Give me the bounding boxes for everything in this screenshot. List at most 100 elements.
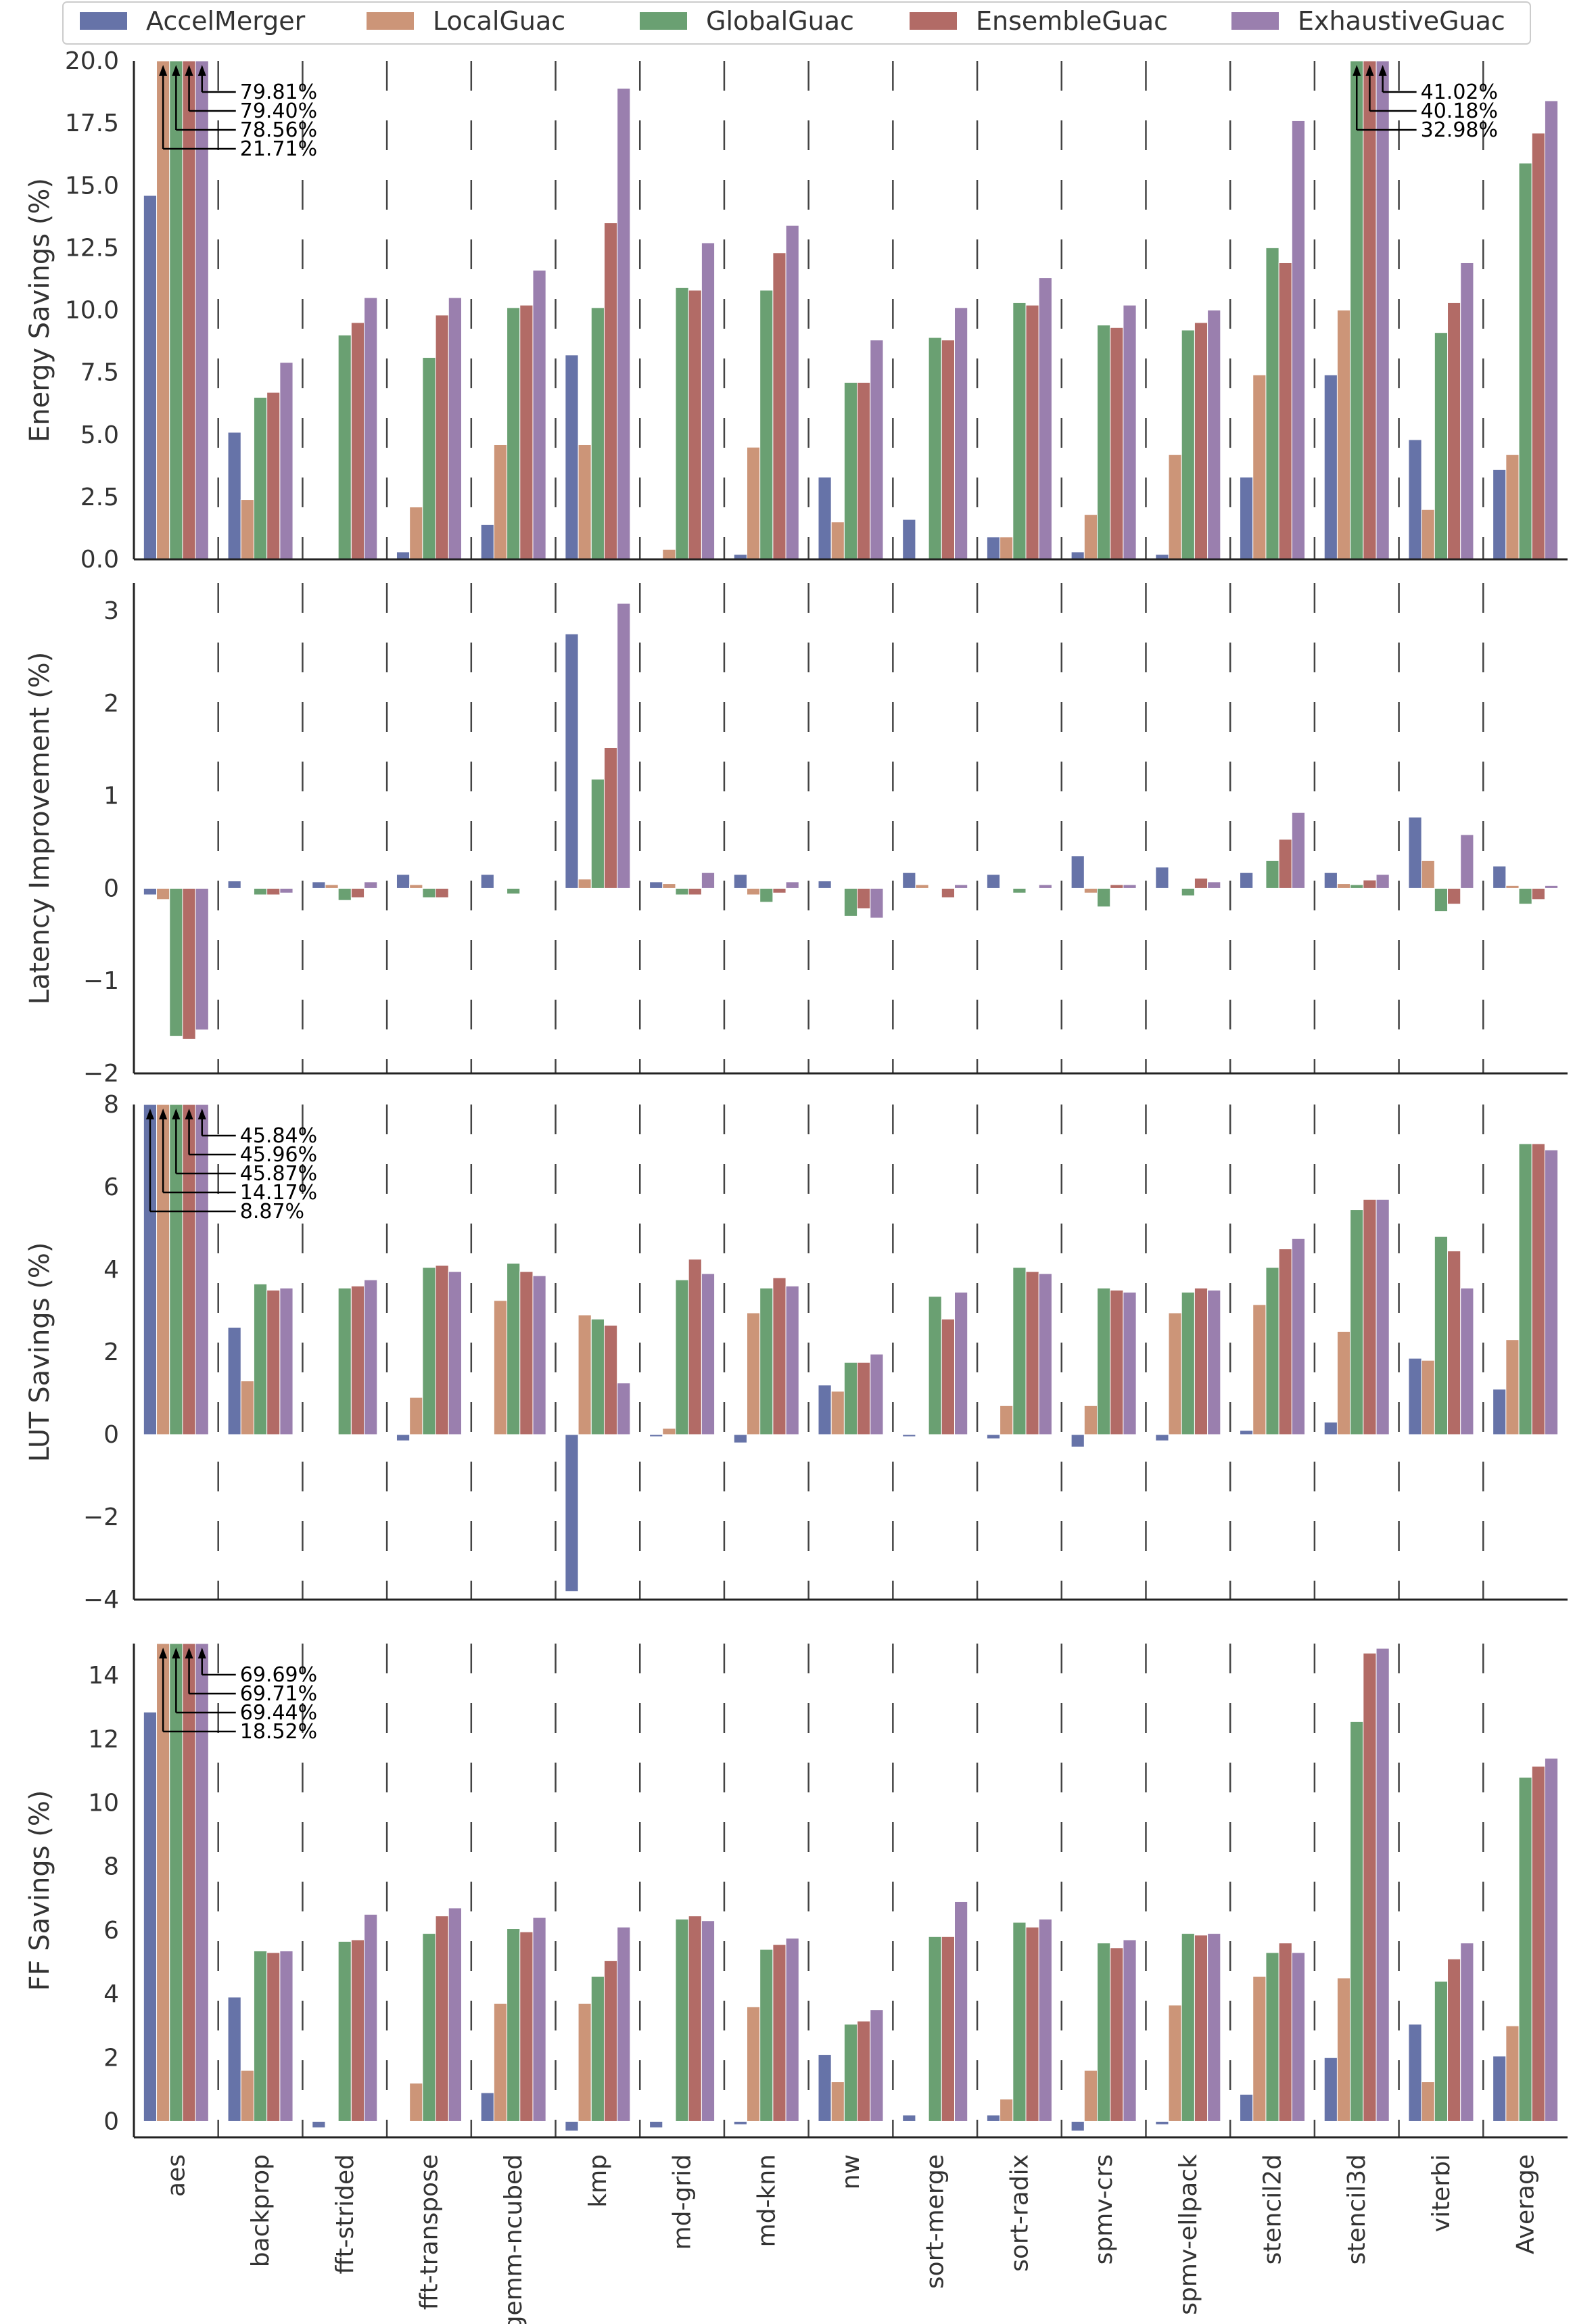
callout-label: 8.87% (240, 1200, 304, 1224)
callout-label: 45.96% (240, 1143, 317, 1167)
callout-arrowhead (172, 1648, 181, 1658)
bar-GlobalGuac-kmp (590, 307, 605, 560)
bar-EnsembleGuac-md-knn (772, 1277, 786, 1435)
bar-LocalGuac-md-grid (662, 549, 676, 560)
bar-ExhaustiveGuac-nw (870, 1353, 884, 1435)
callout-label: 18.52% (240, 1720, 317, 1744)
bar-AccelMerger-spmv-crs (1071, 551, 1085, 560)
bar-AccelMerger-spmv-ellpack (1155, 2120, 1169, 2125)
bar-ExhaustiveGuac-viterbi (1460, 834, 1474, 889)
bar-AccelMerger-Average (1492, 2055, 1507, 2122)
x-tick-label-stencil3d: stencil3d (1343, 2154, 1371, 2264)
bar-LocalGuac-stencil3d (1336, 1331, 1351, 1435)
bar-GlobalGuac-spmv-crs (1097, 1943, 1111, 2122)
bar-ExhaustiveGuac-fft-strided (364, 1279, 378, 1435)
bar-EnsembleGuac-aes (182, 1643, 196, 2122)
bar-LocalGuac-md-grid (662, 883, 676, 889)
bar-EnsembleGuac-sort-radix (1025, 1271, 1039, 1435)
bar-EnsembleGuac-viterbi (1447, 1958, 1461, 2122)
bar-LocalGuac-stencil3d (1336, 883, 1351, 889)
bar-AccelMerger-spmv-crs (1071, 2120, 1085, 2132)
y-tick-label: 0 (103, 875, 119, 902)
bar-AccelMerger-nw (818, 2054, 832, 2122)
bar-GlobalGuac-stencil2d (1265, 1952, 1279, 2122)
x-tick-label-nw: nw (837, 2154, 865, 2189)
x-tick-label-sort-radix: sort-radix (1006, 2154, 1033, 2272)
bar-GlobalGuac-backprop (253, 887, 268, 896)
bar-GlobalGuac-md-knn (759, 289, 774, 560)
bar-AccelMerger-gemm-ncubed (480, 874, 494, 889)
bar-EnsembleGuac-spmv-ellpack (1194, 322, 1208, 560)
bar-ExhaustiveGuac-kmp (617, 1926, 631, 2122)
callout-arrowhead (159, 1648, 168, 1658)
bar-GlobalGuac-sort-merge (928, 1296, 942, 1435)
y-tick-label: 6 (103, 1173, 119, 1201)
bar-LocalGuac-spmv-crs (1083, 514, 1098, 560)
bar-GlobalGuac-md-knn (759, 887, 774, 903)
bar-ExhaustiveGuac-fft-transpose (448, 1271, 462, 1435)
callout-arrowhead (197, 1109, 206, 1119)
bar-AccelMerger-md-knn (733, 874, 747, 889)
y-tick-label: 10 (88, 1789, 119, 1817)
bar-LocalGuac-kmp (578, 1314, 592, 1435)
bar-ExhaustiveGuac-spmv-crs (1123, 1939, 1137, 2122)
bar-GlobalGuac-aes (169, 60, 183, 560)
bar-AccelMerger-backprop (227, 880, 241, 889)
bar-LocalGuac-Average (1505, 885, 1520, 889)
bar-GlobalGuac-gemm-ncubed (507, 1928, 521, 2122)
bar-LocalGuac-viterbi (1421, 2081, 1435, 2122)
bar-ExhaustiveGuac-sort-radix (1038, 277, 1052, 560)
bar-GlobalGuac-md-grid (675, 887, 689, 896)
legend-swatch-2 (367, 12, 414, 30)
bar-ExhaustiveGuac-stencil3d (1376, 60, 1390, 560)
callout-label: 14.17% (240, 1181, 317, 1205)
bar-EnsembleGuac-stencil3d (1363, 1199, 1377, 1435)
panel-1: 0.0 2.5 5.0 7.5 10.0 12.5 15.0 17.5 20.0 Energy S… (24, 47, 1568, 574)
bar-GlobalGuac-viterbi (1434, 1980, 1449, 2122)
bar-AccelMerger-sort-merge (902, 2114, 916, 2122)
bar-ExhaustiveGuac-fft-transpose (448, 1907, 462, 2122)
bar-EnsembleGuac-md-knn (772, 252, 786, 560)
callout-arrowhead (172, 65, 181, 76)
bar-AccelMerger-sort-radix (986, 1434, 1001, 1439)
x-tick-label-fft-strided: fft-strided (331, 2154, 359, 2274)
bar-AccelMerger-spmv-crs (1071, 856, 1085, 889)
bar-LocalGuac-backprop (240, 2070, 254, 2122)
callout-arrowhead (185, 1109, 193, 1119)
bar-LocalGuac-md-knn (746, 887, 761, 896)
bar-AccelMerger-stencil3d (1323, 1422, 1338, 1435)
bar-EnsembleGuac-fft-transpose (435, 1265, 449, 1435)
bar-EnsembleGuac-md-grid (688, 887, 702, 896)
bar-GlobalGuac-Average (1518, 162, 1532, 560)
y-tick-label: 2 (103, 1339, 119, 1366)
x-tick-label-Average: Average (1512, 2154, 1540, 2254)
bar-GlobalGuac-md-grid (675, 287, 689, 560)
callout-label: 45.87% (240, 1162, 317, 1186)
x-tick-label-aes: aes (162, 2154, 190, 2197)
bar-EnsembleGuac-spmv-crs (1110, 327, 1124, 560)
y-tick-label: −2 (83, 1504, 119, 1531)
bar-GlobalGuac-md-grid (675, 1279, 689, 1435)
callout-arrowhead (1353, 65, 1361, 76)
bar-AccelMerger-viterbi (1408, 1357, 1422, 1435)
bar-LocalGuac-fft-transpose (409, 507, 423, 560)
bar-EnsembleGuac-kmp (603, 747, 618, 889)
callout-label: 32.98% (1421, 118, 1498, 142)
bar-GlobalGuac-nw (843, 2024, 858, 2122)
bar-GlobalGuac-gemm-ncubed (507, 307, 521, 560)
bar-AccelMerger-spmv-ellpack (1155, 1434, 1169, 1441)
bar-ExhaustiveGuac-backprop (279, 362, 293, 560)
bar-LocalGuac-viterbi (1421, 1359, 1435, 1435)
bar-AccelMerger-aes (143, 1711, 158, 2122)
bar-ExhaustiveGuac-gemm-ncubed (532, 1275, 546, 1435)
bar-ExhaustiveGuac-gemm-ncubed (532, 270, 546, 560)
x-tick-label-md-grid: md-grid (669, 2154, 697, 2250)
bar-LocalGuac-kmp (578, 444, 592, 560)
bar-LocalGuac-kmp (578, 879, 592, 889)
bar-AccelMerger-md-grid (649, 1434, 663, 1437)
bar-EnsembleGuac-kmp (603, 1960, 618, 2122)
y-tick-label: 12 (88, 1725, 119, 1753)
bar-EnsembleGuac-gemm-ncubed (519, 1931, 534, 2122)
bar-EnsembleGuac-spmv-ellpack (1194, 1287, 1208, 1435)
bar-EnsembleGuac-stencil2d (1278, 1943, 1292, 2122)
